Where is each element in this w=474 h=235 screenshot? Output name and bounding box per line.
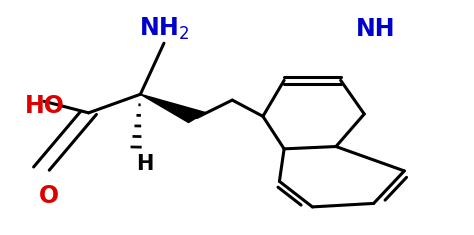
- Polygon shape: [140, 94, 205, 122]
- Text: NH: NH: [356, 17, 396, 41]
- Text: NH$_2$: NH$_2$: [139, 16, 189, 42]
- Text: HO: HO: [25, 94, 65, 118]
- Text: H: H: [137, 154, 154, 174]
- Text: O: O: [38, 184, 59, 208]
